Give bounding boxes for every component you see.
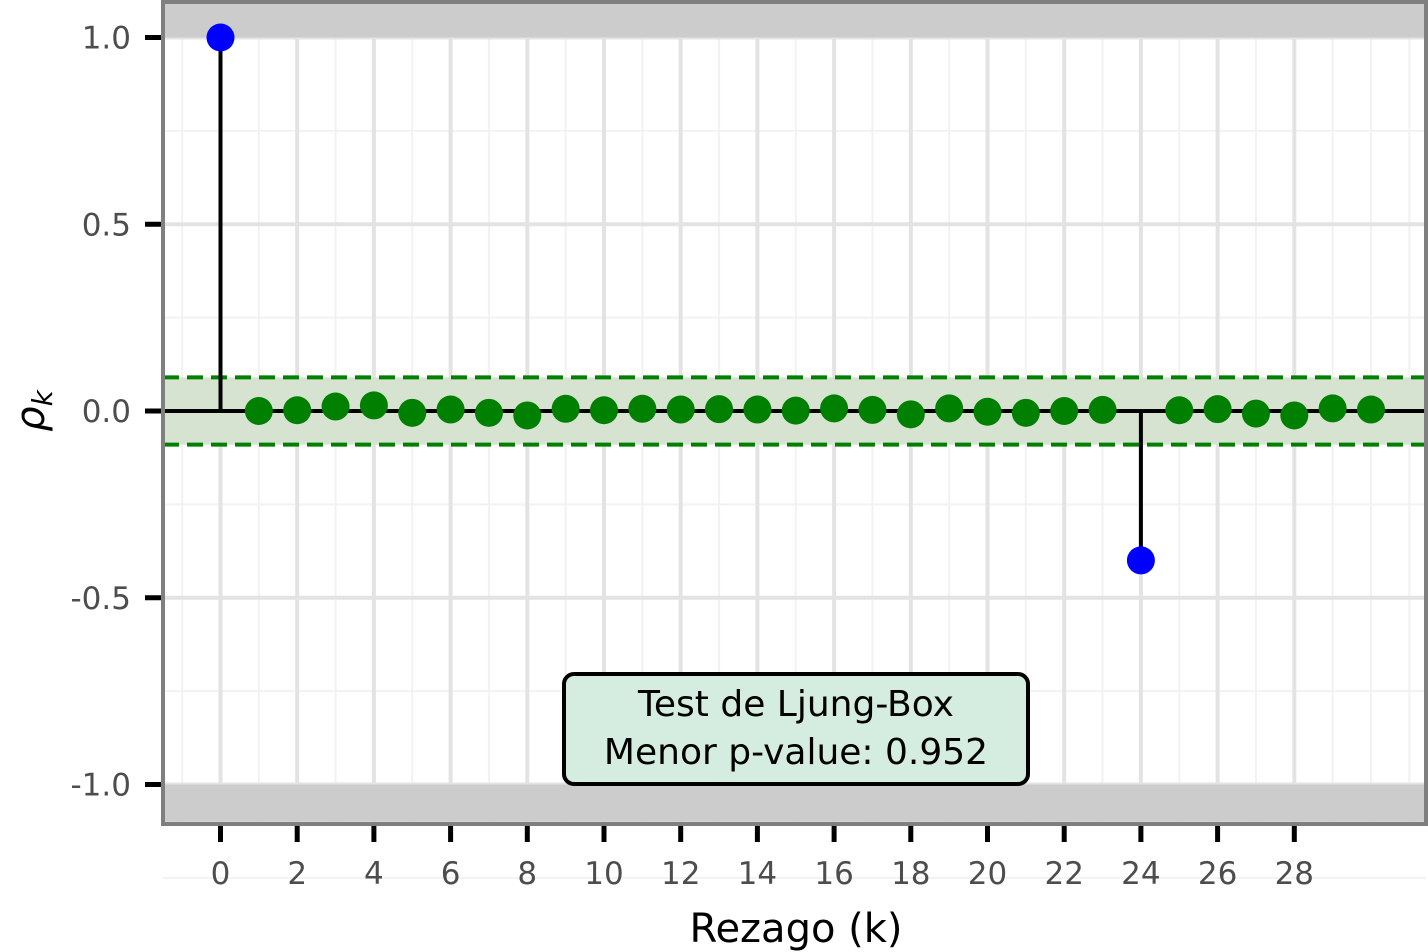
panel-border (161, 0, 1428, 826)
y-axis-title: ρk (8, 388, 59, 431)
point-lag-27 (1241, 399, 1270, 428)
stems (218, 37, 1143, 561)
point-lag-21 (1011, 398, 1040, 427)
point-lag-19 (935, 394, 964, 423)
y-axis-title-sub: k (26, 388, 59, 406)
point-lag-9 (551, 394, 580, 423)
point-lag-1 (244, 397, 273, 425)
shaded-region (163, 2, 1426, 38)
annotation-line-1: Test de Ljung-Box (637, 684, 954, 725)
point-lag-28 (1280, 401, 1309, 430)
point-lag-12 (666, 395, 695, 424)
point-lag-7 (474, 398, 503, 427)
x-tick-label: 16 (814, 856, 853, 892)
svg-text:ρk: ρk (8, 388, 59, 431)
x-tick-label: 4 (364, 856, 384, 892)
x-axis-title: Rezago (k) (689, 906, 902, 952)
x-tick-label: 12 (661, 856, 700, 892)
point-lag-15 (781, 396, 810, 425)
x-tick-label: 28 (1275, 856, 1314, 892)
x-tick-label: 24 (1121, 856, 1160, 892)
x-tick-label: 14 (738, 856, 777, 892)
x-tick-label: 26 (1198, 856, 1237, 892)
point-lag-14 (743, 395, 772, 424)
annotation-line-2: Menor p-value: 0.952 (604, 732, 988, 773)
point-lag-11 (628, 394, 657, 423)
point-lag-18 (896, 400, 925, 429)
x-tick-label: 20 (968, 856, 1007, 892)
point-lag-2 (283, 396, 312, 425)
point-lag-30 (1357, 395, 1385, 424)
shaded-regions (163, 2, 1426, 822)
x-tick-label: 22 (1044, 856, 1083, 892)
point-lag-8 (513, 401, 542, 430)
axes: -1.0-0.50.00.51.00 2 4 6 8 10 12 14 16 18 20 22 24 26… (71, 21, 1315, 893)
point-lag-13 (705, 395, 734, 424)
point-lag-16 (820, 394, 849, 423)
point-lag-25 (1165, 396, 1194, 425)
point-lag-24 (1126, 546, 1155, 575)
point-lag-29 (1318, 394, 1347, 423)
y-axis-title-main: ρ (8, 406, 54, 431)
shaded-region (163, 784, 1426, 822)
ljung-box-annotation: Test de Ljung-Box Menor p-value: 0.952 (562, 672, 1030, 786)
x-tick-label: 18 (891, 856, 930, 892)
point-lag-17 (858, 395, 887, 424)
points (206, 23, 1385, 575)
y-tick-label: 1.0 (82, 21, 131, 57)
x-tick-label: 2 (287, 856, 307, 892)
y-tick-label: -0.5 (71, 581, 132, 617)
y-tick-label: 0.5 (82, 207, 131, 243)
x-tick-label: 0 (211, 856, 231, 892)
point-lag-10 (590, 396, 618, 425)
point-lag-5 (398, 398, 427, 427)
y-tick-label: -1.0 (71, 768, 132, 804)
x-tick-label: 6 (441, 856, 461, 892)
point-lag-26 (1203, 395, 1232, 424)
x-tick-label: 10 (584, 856, 623, 892)
point-lag-4 (359, 391, 388, 420)
point-lag-3 (321, 392, 350, 421)
x-tick-label: 8 (517, 856, 537, 892)
y-tick-label: 0.0 (82, 394, 131, 430)
point-lag-6 (436, 395, 465, 424)
point-lag-0 (206, 23, 235, 52)
point-lag-20 (973, 397, 1002, 426)
point-lag-23 (1088, 395, 1117, 424)
annotation-box (562, 672, 1030, 786)
point-lag-22 (1050, 397, 1079, 425)
